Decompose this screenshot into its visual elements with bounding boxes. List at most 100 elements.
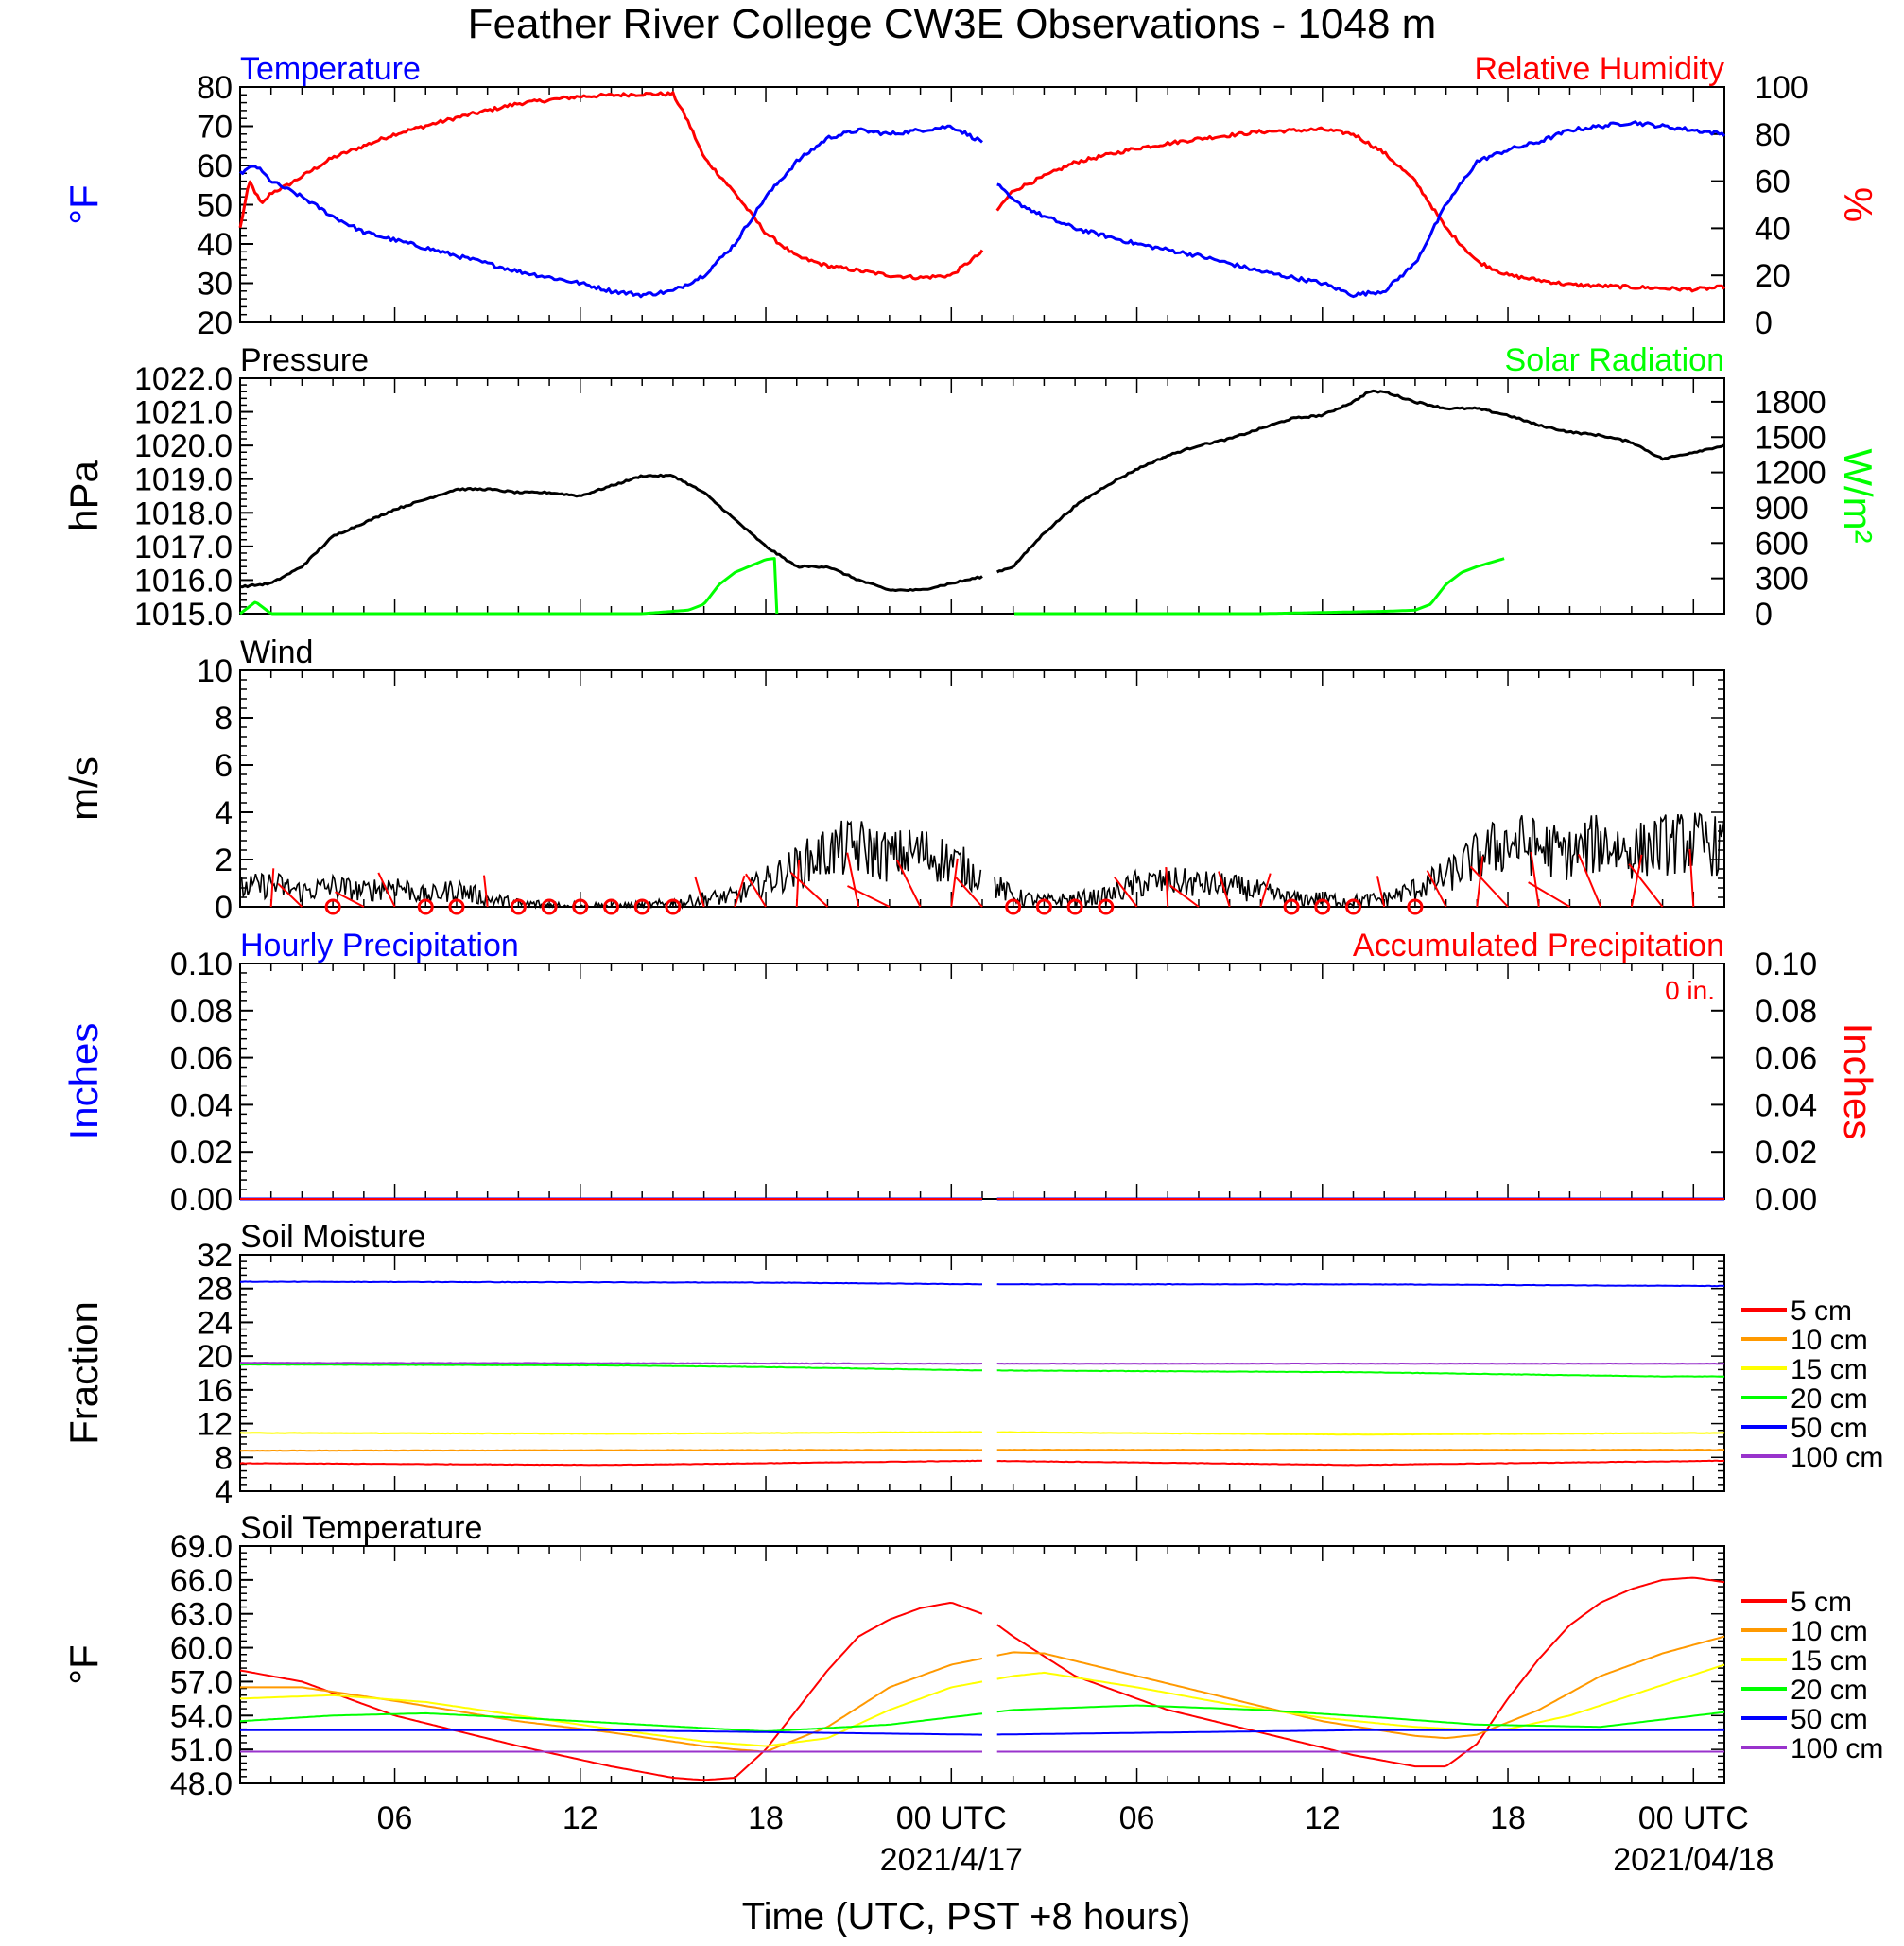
wind-barb [377,872,396,908]
pressure-right-tick-label: 0 [1755,597,1773,633]
pressure-right-tick-label: 1800 [1755,385,1826,421]
soil-temp-line [239,1576,1725,1781]
soil-moisture-line [239,1431,1725,1436]
temp-rh-right-tick-label: 20 [1755,258,1791,294]
x-tick-label: 00 UTC [1638,1800,1749,1836]
wind-barb [847,885,891,908]
soil-temp-line [239,1663,1725,1747]
calm-wind-circle [1314,898,1331,915]
soil-temp-legend-label: 50 cm [1791,1704,1868,1735]
wind-left-title: Wind [240,634,313,670]
calm-wind-circle [665,898,682,915]
pressure-left-tick-label: 1019.0 [134,462,233,498]
wind-left-tick-label: 10 [197,653,233,689]
wind-barb [1469,865,1509,908]
pressure-left-tick-label: 1020.0 [134,428,233,464]
wind-barb [1630,854,1643,908]
precip-right-tick-label: 0.04 [1755,1087,1817,1123]
wind-barb [1168,884,1200,908]
x-date-label: 2021/4/17 [880,1842,1023,1878]
wind-barb [694,876,705,908]
precip-left-tick-label: 0.02 [170,1135,233,1171]
soil-temp-left-tick-label: 51.0 [170,1732,233,1768]
pressure-left-tick-label: 1015.0 [134,597,233,633]
temp-rh-right-axis-label: % [1836,187,1880,222]
calm-wind-circle [1283,898,1300,915]
wind-barb [1259,873,1272,908]
wind-left-tick-label: 6 [215,748,233,784]
x-tick-label: 06 [377,1800,413,1836]
wind-left-tick-label: 0 [215,890,233,926]
temp-rh-left-tick-label: 80 [197,70,233,106]
precip-left-tick-label: 0.08 [170,994,233,1030]
wind-speed-line [239,812,1725,911]
temp-rh-left-tick-label: 50 [197,188,233,224]
soil-temp-left-tick-label: 54.0 [170,1698,233,1734]
temp-rh-left-axis-label: °F [61,184,106,224]
soil-moisture-line [239,1362,1725,1365]
soil-temp-line [239,1704,1725,1732]
soil-temp-left-title: Soil Temperature [240,1510,482,1546]
precip-right-axis-label: Inches [1836,1023,1880,1140]
pressure-left-tick-label: 1017.0 [134,530,233,565]
temp-rh-right-title: Relative Humidity [1474,51,1724,87]
precip-right-tick-label: 0.10 [1755,947,1817,982]
precip-left-axis-label: Inches [61,1023,106,1140]
temp-rh-right-tick-label: 0 [1755,305,1773,341]
soil-moisture-legend-label: 20 cm [1791,1383,1868,1415]
precip-left-title: Hourly Precipitation [240,928,519,964]
temp-rh-left-tick-label: 60 [197,148,233,184]
precip-left-tick-label: 0.04 [170,1087,233,1123]
temp-rh-left-tick-label: 70 [197,110,233,146]
soil-temp-left-tick-label: 60.0 [170,1631,233,1667]
wind-barb [1476,856,1484,908]
wind-barb [1376,876,1386,908]
calm-wind-circle [541,898,558,915]
soil-temp-left-tick-label: 66.0 [170,1563,233,1599]
wind-barb [734,875,746,908]
wind-barb [955,876,983,908]
pressure-line [239,389,1725,592]
x-tick-label: 12 [563,1800,598,1836]
soil-temp-left-tick-label: 63.0 [170,1597,233,1633]
temp-rh-left-tick-label: 20 [197,305,233,341]
wind-barb [269,868,275,908]
accumulated-total-label: 0 in. [1665,976,1715,1005]
temp-rh-right-tick-label: 60 [1755,165,1791,200]
wind-barb [795,860,801,908]
pressure-right-tick-label: 1500 [1755,420,1826,456]
wind-barb [1426,870,1447,908]
wind-barb [846,852,860,908]
soil-moisture-left-tick-label: 8 [215,1440,233,1476]
soil-moisture-line [240,1363,1725,1378]
precip-left-tick-label: 0.00 [170,1182,233,1218]
wind-barb [896,860,922,908]
calm-wind-circle [324,898,341,915]
soil-moisture-legend-label: 100 cm [1791,1442,1883,1473]
wind-barb [1165,867,1169,908]
pressure-left-tick-label: 1021.0 [134,395,233,431]
soil-temp-left-tick-label: 69.0 [170,1529,233,1565]
soil-temp-left-tick-label: 48.0 [170,1766,233,1802]
calm-wind-circle [603,898,619,915]
soil-moisture-left-tick-label: 16 [197,1373,233,1409]
soil-temp-left-tick-label: 57.0 [170,1664,233,1700]
pressure-right-title: Solar Radiation [1505,342,1724,378]
soil-moisture-left-tick-label: 4 [215,1474,233,1510]
wind-left-tick-label: 4 [215,795,233,831]
precip-right-tick-label: 0.06 [1755,1041,1817,1077]
calm-wind-circle [1035,898,1052,915]
wind-left-tick-label: 8 [215,701,233,737]
soil-moisture-left-tick-label: 24 [197,1305,233,1341]
temp-rh-right-tick-label: 80 [1755,117,1791,153]
calm-wind-circle [1098,898,1115,915]
chart-title: Feather River College CW3E Observations … [468,1,1437,47]
soil-moisture-line [240,1449,1725,1452]
soil-temp-line [240,1729,1724,1736]
x-date-label: 2021/04/18 [1613,1842,1774,1878]
wind-barb [482,875,489,908]
soil-moisture-left-tick-label: 20 [197,1339,233,1375]
x-tick-label: 06 [1119,1800,1155,1836]
wind-barb [1688,848,1695,908]
